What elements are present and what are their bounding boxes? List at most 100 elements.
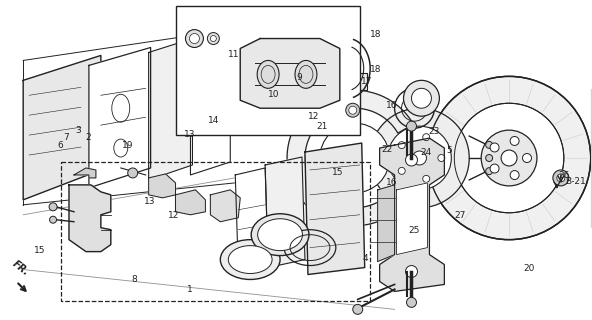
Ellipse shape: [257, 60, 279, 88]
Text: 17: 17: [361, 77, 372, 86]
Polygon shape: [149, 174, 175, 198]
Text: 12: 12: [308, 113, 319, 122]
Circle shape: [189, 34, 200, 44]
Text: 4: 4: [363, 254, 368, 263]
Circle shape: [406, 154, 417, 166]
Text: 8: 8: [131, 275, 137, 284]
Text: 25: 25: [408, 226, 420, 235]
Circle shape: [510, 171, 519, 180]
Ellipse shape: [258, 219, 303, 251]
Circle shape: [510, 137, 519, 146]
Circle shape: [320, 123, 390, 193]
Polygon shape: [379, 138, 445, 292]
Circle shape: [388, 126, 451, 190]
Text: 5: 5: [446, 146, 452, 155]
Polygon shape: [235, 168, 268, 268]
Circle shape: [423, 134, 430, 141]
Text: 12: 12: [168, 211, 179, 220]
Circle shape: [128, 168, 138, 178]
Circle shape: [557, 174, 565, 182]
Polygon shape: [175, 190, 205, 215]
Circle shape: [49, 203, 57, 211]
Polygon shape: [343, 73, 366, 90]
Circle shape: [423, 175, 430, 182]
Text: 9: 9: [296, 73, 302, 82]
Circle shape: [398, 142, 406, 148]
Text: 3: 3: [75, 126, 81, 135]
Circle shape: [553, 170, 569, 186]
Text: 16: 16: [386, 178, 397, 187]
Circle shape: [50, 216, 57, 223]
Text: 21: 21: [317, 122, 328, 131]
Bar: [175, 6, 360, 135]
Ellipse shape: [251, 214, 309, 256]
Text: 10: 10: [268, 90, 279, 99]
Ellipse shape: [295, 60, 317, 88]
Text: 7: 7: [63, 133, 69, 142]
Polygon shape: [23, 55, 101, 200]
Text: 15: 15: [34, 246, 46, 255]
Text: 22: 22: [382, 145, 393, 154]
Polygon shape: [305, 143, 365, 275]
Circle shape: [523, 154, 532, 163]
Circle shape: [490, 143, 499, 152]
Polygon shape: [287, 90, 413, 226]
Polygon shape: [149, 38, 192, 180]
Circle shape: [438, 155, 445, 162]
Circle shape: [411, 88, 432, 108]
Circle shape: [406, 266, 417, 277]
Text: 15: 15: [332, 168, 343, 177]
Text: 19: 19: [123, 140, 134, 149]
Circle shape: [210, 36, 216, 42]
Circle shape: [413, 151, 426, 165]
Circle shape: [427, 76, 591, 240]
Text: 13: 13: [184, 130, 195, 139]
Text: B-21: B-21: [565, 177, 585, 187]
Circle shape: [353, 304, 363, 314]
Ellipse shape: [229, 246, 272, 274]
Text: 14: 14: [208, 116, 219, 125]
Circle shape: [481, 130, 537, 186]
Polygon shape: [265, 157, 305, 268]
Circle shape: [501, 150, 517, 166]
Polygon shape: [210, 190, 240, 222]
Text: 2: 2: [86, 133, 91, 142]
Text: 16: 16: [386, 101, 397, 110]
Circle shape: [185, 29, 204, 47]
Text: FR.: FR.: [11, 259, 31, 277]
Circle shape: [485, 141, 493, 148]
Text: 23: 23: [429, 127, 440, 136]
Circle shape: [406, 144, 433, 172]
Polygon shape: [378, 185, 395, 261]
Text: 20: 20: [523, 264, 535, 273]
Text: 27: 27: [454, 211, 465, 220]
Text: 18: 18: [370, 65, 381, 74]
Text: 1: 1: [187, 284, 193, 293]
Text: 6: 6: [57, 141, 63, 150]
Text: 24: 24: [420, 148, 432, 156]
Circle shape: [369, 108, 469, 208]
Circle shape: [485, 168, 493, 175]
Text: 18: 18: [370, 30, 381, 39]
Circle shape: [346, 103, 360, 117]
Circle shape: [349, 106, 357, 114]
Text: 13: 13: [144, 197, 156, 206]
Circle shape: [407, 297, 417, 307]
Polygon shape: [74, 168, 96, 178]
Circle shape: [404, 80, 439, 116]
Text: 26: 26: [558, 171, 570, 180]
Circle shape: [207, 33, 219, 44]
Polygon shape: [397, 183, 427, 255]
Text: 11: 11: [229, 50, 240, 59]
Circle shape: [485, 155, 493, 162]
Polygon shape: [240, 38, 340, 108]
Circle shape: [490, 164, 499, 173]
Circle shape: [407, 121, 417, 131]
Polygon shape: [69, 185, 111, 252]
Polygon shape: [89, 47, 150, 188]
Circle shape: [398, 167, 406, 174]
Bar: [61, 162, 369, 301]
Circle shape: [454, 103, 564, 213]
Ellipse shape: [220, 240, 280, 279]
Polygon shape: [191, 32, 230, 175]
